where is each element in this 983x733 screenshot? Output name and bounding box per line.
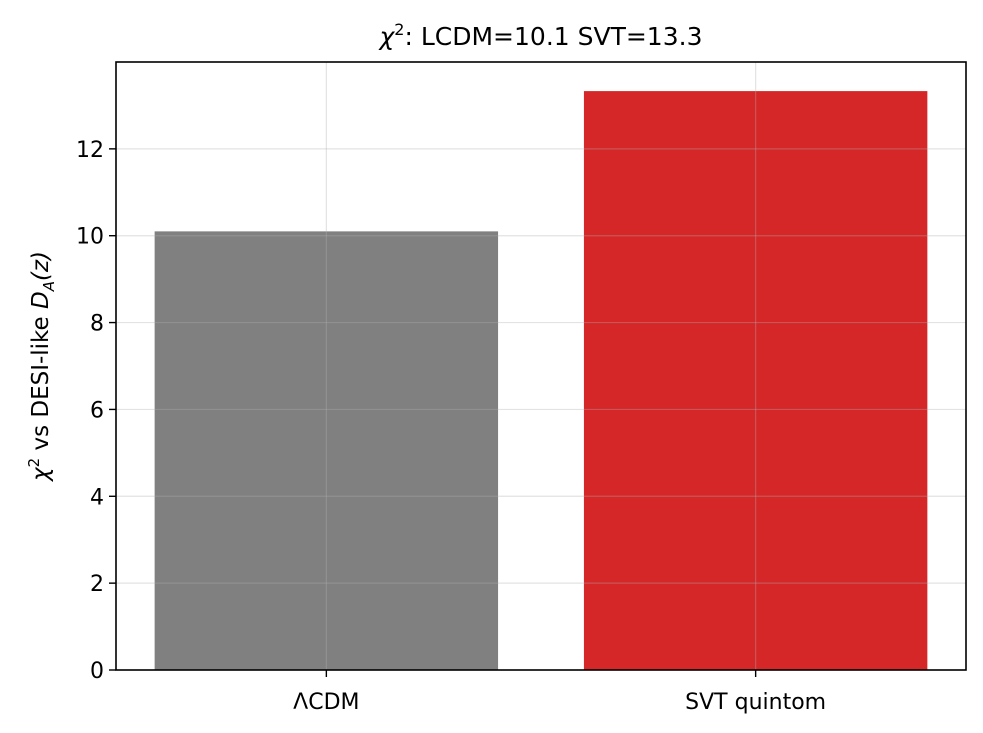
y-tick-label-6: 12: [76, 138, 104, 163]
chart-title: χ2: LCDM=10.1 SVT=13.3: [378, 20, 703, 51]
y-tick-label-5: 10: [76, 225, 104, 250]
y-tick-label-2: 4: [90, 485, 104, 510]
y-tick-label-3: 6: [90, 398, 104, 423]
y-tick-label-0: 0: [90, 659, 104, 684]
title-chi: χ: [378, 22, 396, 51]
ylabel-tail: (z): [28, 251, 54, 281]
ylabel-mid: vs DESI-like: [28, 309, 54, 458]
axes-frame: [115, 61, 967, 671]
ylabel-d: D: [28, 291, 54, 309]
title-sup: 2: [394, 20, 404, 39]
bar-1: [583, 91, 928, 670]
ylabel-chi: χ: [28, 466, 54, 483]
title-text: : LCDM=10.1 SVT=13.3: [404, 22, 702, 51]
x-tick-label-0: ΛCDM: [293, 690, 359, 715]
y-tick-label-1: 2: [90, 572, 104, 597]
y-tick-label-4: 8: [90, 312, 104, 337]
y-axis-label: χ2 vs DESI-like DA(z): [25, 251, 58, 483]
plot-area: 0 2 4 6 8 10 12 ΛCDM SVT quintom: [76, 61, 967, 715]
bar-0: [154, 231, 499, 670]
ylabel-sup: 2: [25, 458, 43, 468]
ylabel-sub: A: [40, 281, 58, 292]
x-tick-label-1: SVT quintom: [685, 690, 826, 715]
